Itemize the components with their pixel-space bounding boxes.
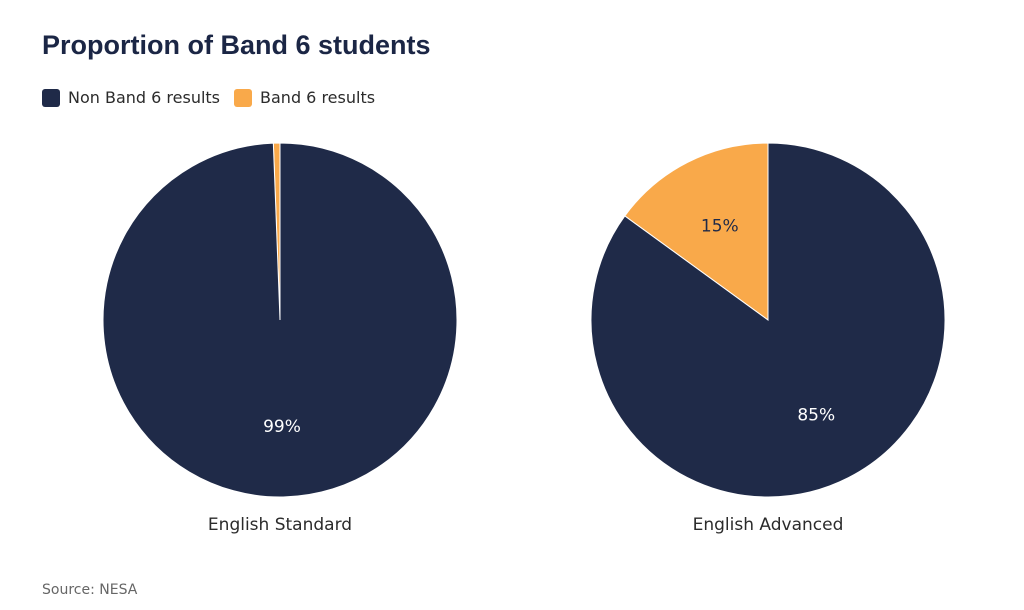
- legend: Non Band 6 results Band 6 results: [42, 88, 375, 107]
- pie-slice-english-standard-non-band-6-results[interactable]: [102, 142, 458, 498]
- legend-item-band6[interactable]: Band 6 results: [234, 88, 375, 107]
- chart-title: Proportion of Band 6 students: [42, 30, 431, 60]
- slice-label-english-advanced-band-6-results: 15%: [701, 216, 739, 236]
- legend-label-non-band6: Non Band 6 results: [68, 88, 221, 107]
- legend-label-band6: Band 6 results: [260, 88, 376, 107]
- legend-item-non-band6[interactable]: Non Band 6 results: [42, 88, 220, 107]
- legend-swatch-band6: [234, 88, 253, 107]
- pie-slice-english-advanced-band-6-results[interactable]: [624, 142, 769, 321]
- pie-caption-english-standard: English Standard: [208, 515, 352, 535]
- pie-caption-english-advanced: English Advanced: [693, 515, 844, 535]
- legend-swatch-non-band6: [42, 88, 60, 107]
- pie-slice-english-advanced-non-band-6-results[interactable]: [590, 142, 946, 498]
- pie-english-advanced: 15% 85%: [590, 142, 946, 498]
- source-note: Source: NESA: [42, 582, 138, 598]
- slice-label-english-advanced-non-band-6-results: 85%: [797, 406, 835, 426]
- slice-label-english-standard-non-band-6-results: 99%: [263, 417, 301, 437]
- pie-english-standard: 99%: [102, 142, 458, 498]
